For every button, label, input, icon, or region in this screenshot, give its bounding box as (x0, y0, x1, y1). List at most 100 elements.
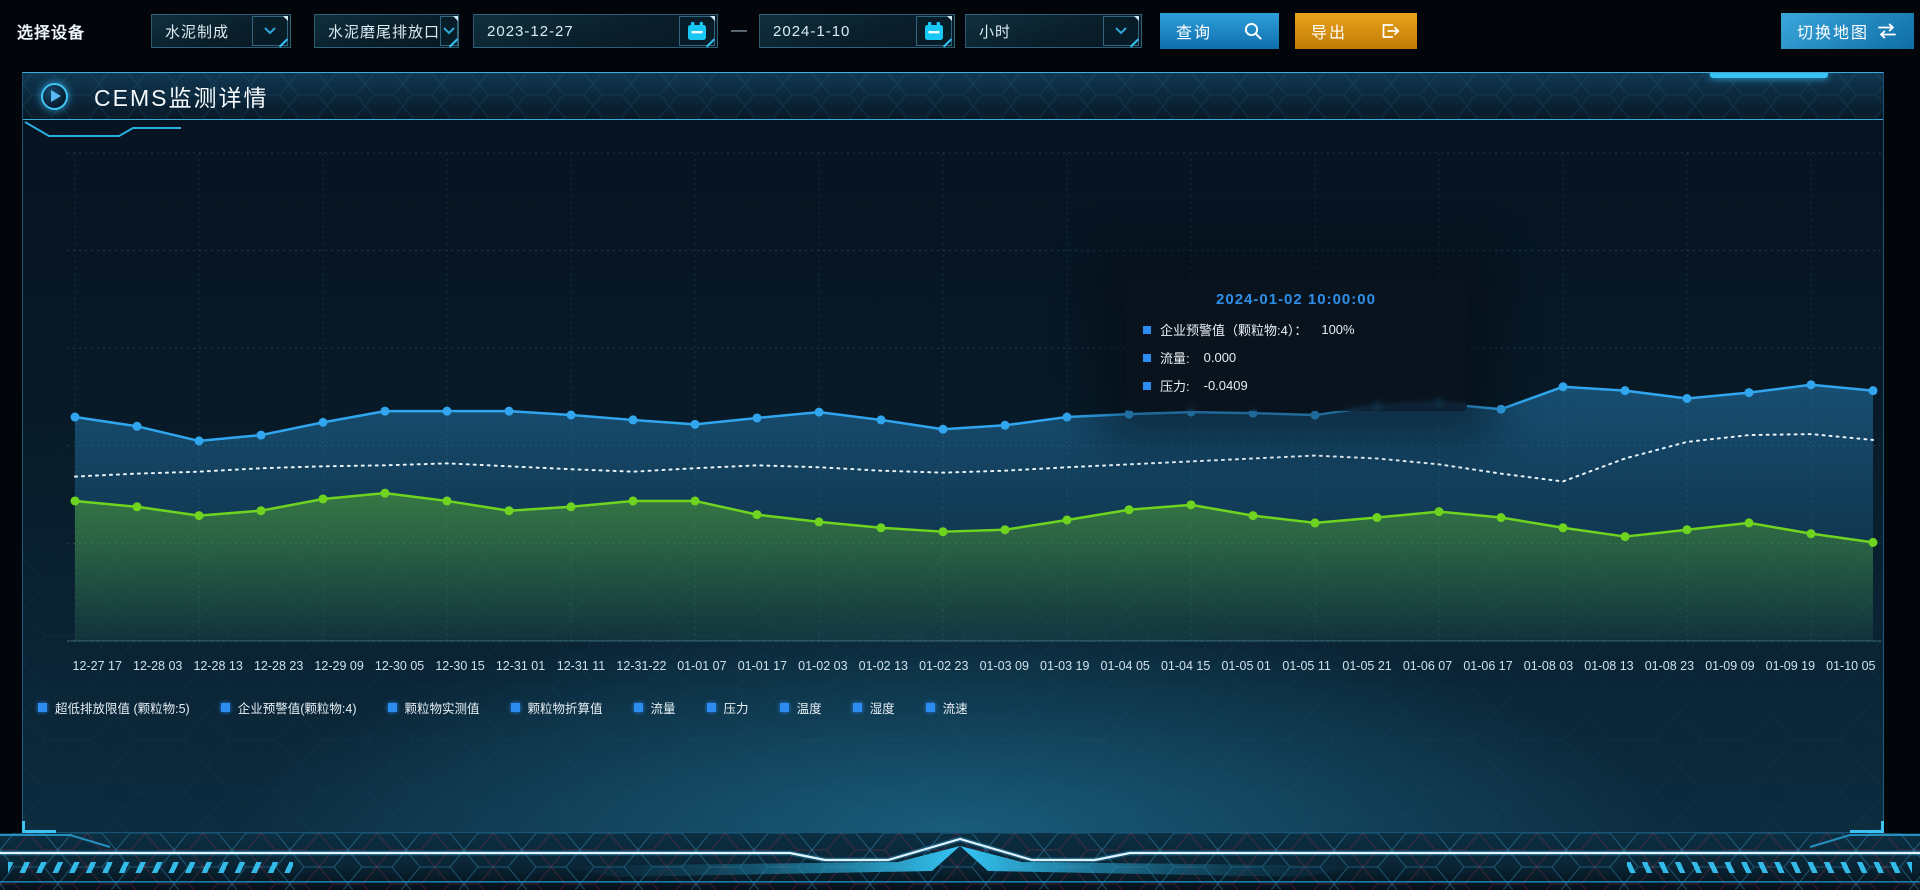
x-axis-label: 01-04 15 (1160, 659, 1211, 673)
outlet-select-value: 水泥磨尾排放口 (328, 23, 441, 41)
chevron-down-icon[interactable] (252, 16, 289, 46)
legend-item-label: 湿度 (869, 702, 895, 716)
legend-item-label: 超低排放限值 (颗粒物:5) (55, 702, 190, 716)
hex-pattern-decoration (23, 73, 1883, 119)
magnifier-icon (1244, 22, 1262, 40)
x-axis-label: 01-02 03 (798, 659, 848, 673)
legend-item-label: 颗粒物实测值 (404, 702, 480, 716)
series-marker-icon (1143, 353, 1151, 362)
cems-panel: CEMS监测详情 12-27 17 12-28 03 12-28 13 12-28 2… (22, 72, 1884, 833)
legend-item[interactable]: 超低排放限值 (颗粒物:5) (38, 698, 190, 717)
export-button-label: 导出 (1311, 25, 1348, 42)
series-marker-icon (1143, 325, 1151, 334)
legend-marker-icon (510, 703, 520, 712)
interval-select-value: 小时 (979, 23, 1012, 41)
legend-item[interactable]: 温度 (779, 698, 822, 717)
legend-item-label: 颗粒物折算值 (527, 702, 603, 716)
end-date-field[interactable]: 2024-1-10 (759, 14, 956, 48)
x-axis-label: 01-10 05 (1826, 659, 1876, 673)
x-axis-label: 01-03 19 (1040, 659, 1090, 673)
interval-select[interactable]: 小时 (965, 14, 1143, 48)
x-axis-label: 01-06 07 (1402, 659, 1453, 673)
outlet-select[interactable]: 水泥磨尾排放口 (314, 14, 460, 48)
legend-item[interactable]: 颗粒物实测值 (387, 698, 480, 717)
x-axis-label: 12-27 17 (72, 659, 122, 673)
corner-accent (1850, 821, 1884, 833)
tooltip-label: 压力: (1160, 379, 1190, 394)
tooltip-value: 0.000 (1203, 350, 1237, 365)
date-range-separator: — (731, 22, 748, 39)
device-select-value: 水泥制成 (165, 23, 230, 41)
x-axis-label: 12-28 03 (133, 659, 183, 673)
tooltip-label: 企业预警值（颗粒物:4）： (1160, 323, 1308, 338)
legend-marker-icon (852, 703, 862, 712)
x-axis-label: 01-09 19 (1765, 659, 1816, 673)
start-date-field[interactable]: 2023-12-27 (473, 14, 719, 48)
chevron-down-icon[interactable] (1103, 16, 1140, 46)
swap-arrows-icon (1878, 23, 1896, 39)
legend-item-label: 流速 (942, 702, 968, 716)
query-button[interactable]: 查询 (1160, 13, 1280, 49)
legend-item-label: 流量 (650, 702, 676, 716)
legend-item[interactable]: 流量 (633, 698, 676, 717)
export-button[interactable]: 导出 (1295, 13, 1418, 49)
legend-item[interactable]: 压力 (706, 698, 749, 717)
chart-legend: 超低排放限值 (颗粒物:5) 企业预警值(颗粒物:4) 颗粒物实测值 颗粒物折算值 流量… (38, 698, 968, 717)
x-axis-label: 12-31 01 (495, 659, 546, 673)
start-date-value: 2023-12-27 (487, 22, 574, 40)
x-axis-label: 12-31-22 (616, 659, 667, 673)
tooltip-row: 压力: -0.0409 (1143, 376, 1449, 395)
page-title: CEMS监测详情 (94, 85, 269, 111)
legend-marker-icon (220, 703, 230, 712)
panel-header: CEMS监测详情 (23, 73, 1883, 120)
legend-item[interactable]: 企业预警值(颗粒物:4) (220, 698, 357, 717)
corner-accent (22, 821, 56, 833)
chart-region[interactable]: 12-27 17 12-28 03 12-28 13 12-28 23 12-29 09… (67, 145, 1881, 721)
x-axis-label: 12-28 23 (253, 659, 304, 673)
device-label: 选择设备 (17, 25, 86, 42)
x-axis-label: 01-05 11 (1282, 659, 1331, 673)
x-axis-label: 01-08 13 (1584, 659, 1634, 673)
switch-map-label: 切换地图 (1797, 25, 1870, 42)
x-axis-label: 12-28 13 (193, 659, 243, 673)
legend-marker-icon (387, 703, 397, 712)
tooltip-value: -0.0409 (1203, 378, 1248, 393)
tooltip-row: 流量: 0.000 (1143, 348, 1449, 367)
bottom-frame-decoration (0, 833, 1920, 890)
x-axis-label: 01-08 23 (1644, 659, 1695, 673)
toolbar: 选择设备 水泥制成 水泥磨尾排放口 2023-12-27 — 2024-1-10 (0, 0, 1920, 62)
x-axis-label: 01-05 21 (1342, 659, 1392, 673)
x-axis-label: 01-02 13 (858, 659, 908, 673)
x-axis-label: 01-03 09 (979, 659, 1029, 673)
legend-item[interactable]: 湿度 (852, 698, 895, 717)
legend-marker-icon (925, 703, 935, 712)
x-axis-label: 12-30 15 (435, 659, 485, 673)
chevron-down-icon[interactable] (440, 16, 459, 46)
x-axis-label: 12-30 05 (374, 659, 425, 673)
x-axis-labels: 12-27 17 12-28 03 12-28 13 12-28 23 12-29 09… (67, 659, 1881, 673)
x-axis-label: 01-08 03 (1523, 659, 1574, 673)
chart-tooltip: 2024-01-02 10:00:00 企业预警值（颗粒物:4）： 100% 流… (1125, 277, 1467, 411)
legend-item-label: 压力 (723, 702, 749, 716)
legend-item-label: 温度 (796, 702, 822, 716)
circuit-trace-decoration (24, 121, 181, 137)
device-select[interactable]: 水泥制成 (151, 14, 292, 48)
x-axis-label: 12-29 09 (314, 659, 364, 673)
legend-item[interactable]: 流速 (925, 698, 968, 717)
x-axis-label: 01-01 17 (737, 659, 788, 673)
calendar-icon[interactable] (916, 16, 953, 46)
legend-marker-icon (38, 703, 47, 712)
x-axis-label: 12-31 11 (556, 659, 606, 673)
hatch-stripes-decoration (1627, 862, 1912, 873)
legend-item[interactable]: 颗粒物折算值 (510, 698, 603, 717)
cems-chart-svg[interactable] (67, 145, 1881, 655)
x-axis-label: 01-01 07 (677, 659, 727, 673)
tooltip-row: 企业预警值（颗粒物:4）： 100% (1143, 320, 1449, 339)
x-axis-label: 01-04 05 (1100, 659, 1150, 673)
switch-map-button[interactable]: 切换地图 (1781, 13, 1914, 49)
hatch-stripes-decoration (8, 862, 293, 873)
end-date-value: 2024-1-10 (773, 22, 851, 40)
calendar-icon[interactable] (679, 16, 716, 46)
play-icon (41, 82, 68, 110)
legend-marker-icon (706, 703, 716, 712)
